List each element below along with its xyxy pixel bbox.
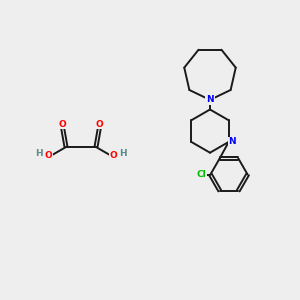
Text: N: N <box>229 137 236 146</box>
Text: N: N <box>206 95 214 104</box>
Text: H: H <box>119 149 127 158</box>
Text: O: O <box>59 120 67 129</box>
Text: O: O <box>95 120 103 129</box>
Text: O: O <box>45 151 52 160</box>
Text: Cl: Cl <box>197 170 207 179</box>
Text: H: H <box>35 149 43 158</box>
Text: O: O <box>110 151 117 160</box>
